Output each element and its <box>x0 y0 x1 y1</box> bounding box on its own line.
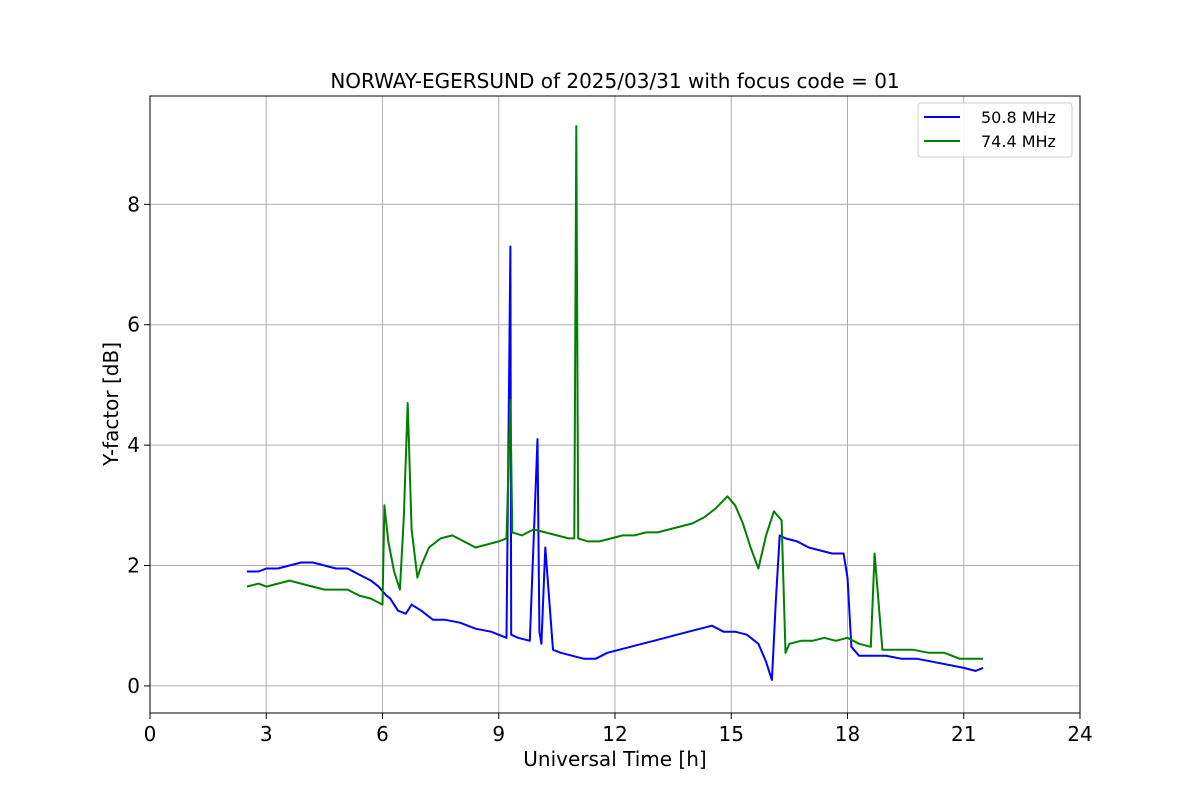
y-tick-label: 8 <box>127 192 140 216</box>
y-tick-label: 4 <box>127 433 140 457</box>
series-lines <box>246 125 984 681</box>
x-tick-label: 0 <box>144 722 157 746</box>
legend: 50.8 MHz 74.4 MHz <box>917 102 1073 158</box>
x-tick-label: 18 <box>835 722 860 746</box>
y-tick-label: 6 <box>127 313 140 337</box>
grid <box>150 96 1080 713</box>
series-line-50-8-mhz <box>246 245 984 681</box>
x-tick-label: 6 <box>376 722 389 746</box>
y-tick-label: 2 <box>127 554 140 578</box>
x-tick-label: 24 <box>1067 722 1092 746</box>
x-tick-label: 15 <box>719 722 744 746</box>
x-tick-label: 12 <box>602 722 627 746</box>
x-tick-label: 3 <box>260 722 273 746</box>
legend-label-74-4-mhz: 74.4 MHz <box>981 132 1056 151</box>
series-line-74-4-mhz <box>246 125 984 660</box>
x-tick-label: 9 <box>492 722 505 746</box>
chart-title: NORWAY-EGERSUND of 2025/03/31 with focus… <box>330 69 899 93</box>
x-axis-label: Universal Time [h] <box>523 747 706 771</box>
x-tick-label: 21 <box>951 722 976 746</box>
y-tick-label: 0 <box>127 674 140 698</box>
y-axis-label: Y-factor [dB] <box>99 342 123 467</box>
legend-label-50-8-mhz: 50.8 MHz <box>981 108 1056 127</box>
